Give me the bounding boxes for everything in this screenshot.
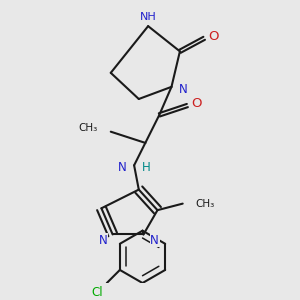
Text: O: O [191, 97, 202, 110]
Text: CH₃: CH₃ [78, 123, 98, 133]
Text: O: O [208, 30, 219, 43]
Text: H: H [142, 161, 150, 174]
Text: N: N [99, 234, 108, 247]
Text: N: N [179, 83, 188, 96]
Text: N: N [118, 161, 127, 174]
Text: N: N [150, 234, 159, 247]
Text: Cl: Cl [92, 286, 103, 299]
Text: CH₃: CH₃ [196, 199, 215, 208]
Text: NH: NH [140, 12, 157, 22]
